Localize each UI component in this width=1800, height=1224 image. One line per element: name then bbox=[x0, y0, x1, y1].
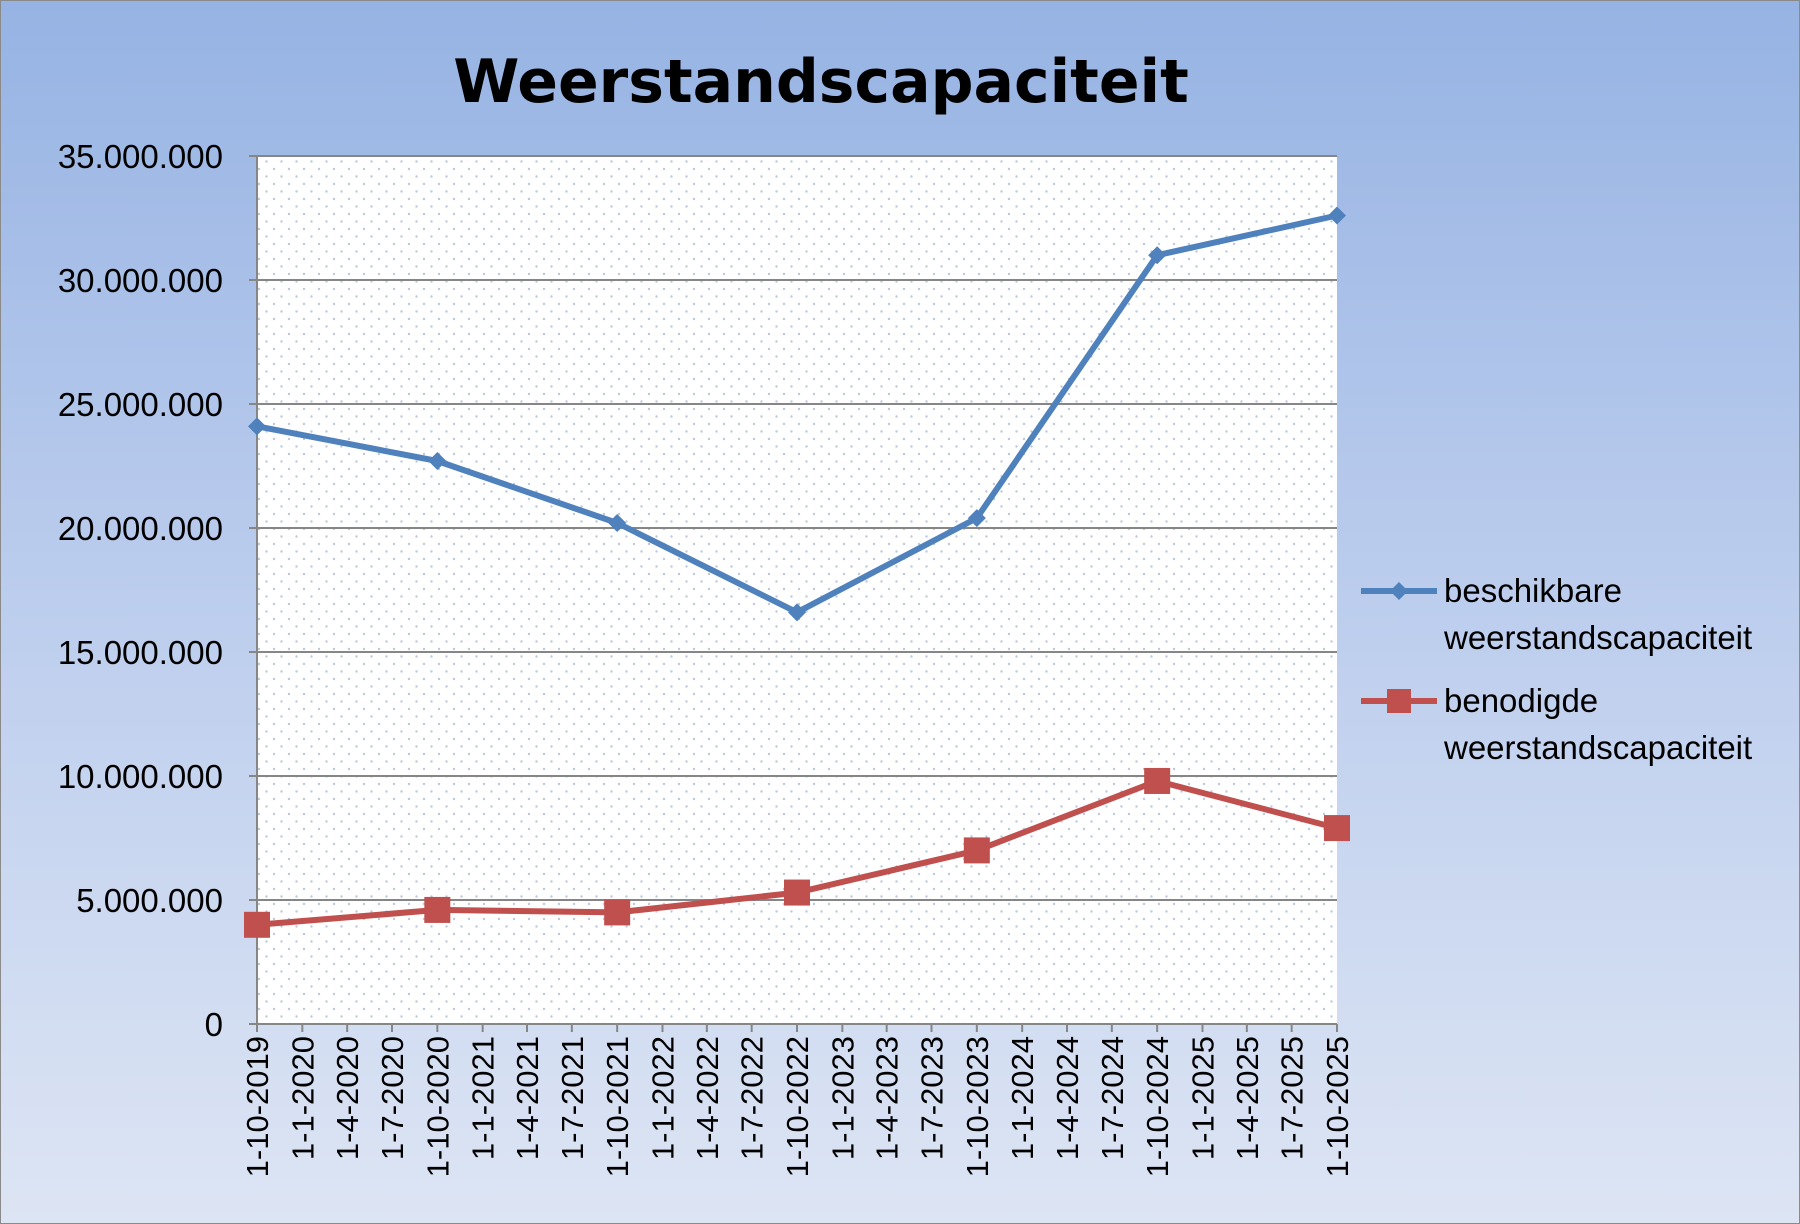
legend-marker-diamond bbox=[1390, 582, 1408, 600]
series bbox=[244, 206, 1350, 938]
data-point-diamond bbox=[1148, 246, 1167, 265]
y-tick-label: 25.000.000 bbox=[58, 386, 223, 423]
plot-area bbox=[257, 156, 1337, 1024]
data-point-square bbox=[963, 837, 990, 864]
data-point-square bbox=[244, 911, 270, 938]
x-tick-label: 1-4-2022 bbox=[690, 1036, 725, 1160]
x-tick-label: 1-7-2024 bbox=[1095, 1036, 1130, 1160]
data-point-diamond bbox=[248, 417, 266, 436]
data-point-diamond bbox=[608, 514, 627, 533]
data-point-square bbox=[1324, 815, 1350, 842]
legend-marker-square bbox=[1387, 689, 1411, 713]
y-tick-label: 5.000.000 bbox=[76, 882, 223, 919]
x-tick-label: 1-4-2023 bbox=[870, 1036, 905, 1160]
x-tick-label: 1-1-2025 bbox=[1185, 1036, 1220, 1160]
chart-title: Weerstandscapaciteit bbox=[453, 47, 1189, 117]
y-tick-label: 30.000.000 bbox=[58, 262, 223, 299]
legend-label: benodigde bbox=[1444, 682, 1598, 719]
x-tick-label: 1-10-2020 bbox=[420, 1036, 455, 1177]
x-tick-label: 1-1-2024 bbox=[1005, 1036, 1040, 1160]
y-tick-label: 10.000.000 bbox=[58, 758, 223, 795]
x-tick-label: 1-4-2020 bbox=[330, 1036, 365, 1160]
data-point-diamond bbox=[1328, 206, 1346, 225]
axes bbox=[249, 155, 1338, 1032]
series-diamond bbox=[248, 206, 1346, 622]
data-point-square bbox=[604, 899, 631, 926]
x-tick-label: 1-1-2022 bbox=[645, 1036, 680, 1160]
series-square bbox=[244, 767, 1350, 938]
data-point-diamond bbox=[967, 509, 986, 528]
x-tick-label: 1-7-2021 bbox=[555, 1036, 590, 1160]
x-tick-label: 1-7-2020 bbox=[375, 1036, 410, 1160]
y-tick-label: 0 bbox=[205, 1006, 223, 1043]
x-tick-label: 1-10-2021 bbox=[600, 1036, 635, 1177]
data-point-square bbox=[424, 896, 451, 923]
plot-dot-pattern bbox=[257, 156, 1337, 1024]
x-tick-label: 1-10-2019 bbox=[240, 1036, 275, 1177]
legend-item: beschikbare weerstandscapaciteit bbox=[1361, 572, 1752, 656]
x-tick-label: 1-1-2023 bbox=[825, 1036, 860, 1160]
x-tick-label: 1-1-2020 bbox=[285, 1036, 320, 1160]
x-tick-label: 1-4-2024 bbox=[1050, 1036, 1085, 1160]
y-tick-label: 20.000.000 bbox=[58, 510, 223, 547]
x-tick-label: 1-10-2022 bbox=[780, 1036, 815, 1177]
x-tick-label: 1-7-2025 bbox=[1275, 1036, 1310, 1160]
legend-label: weerstandscapaciteit bbox=[1443, 729, 1752, 766]
legend: beschikbareweerstandscapaciteitbenodigde… bbox=[1361, 572, 1752, 766]
x-tick-label: 1-7-2023 bbox=[915, 1036, 950, 1160]
x-tick-label: 1-4-2021 bbox=[510, 1036, 545, 1160]
y-tick-label: 15.000.000 bbox=[58, 634, 223, 671]
x-tick-label: 1-10-2024 bbox=[1140, 1036, 1175, 1177]
x-tick-label: 1-10-2023 bbox=[960, 1036, 995, 1177]
data-point-diamond bbox=[428, 452, 447, 471]
y-axis-tick-labels: 0 5.000.000 10.000.000 15.000.000 20.000.000… bbox=[58, 138, 223, 1043]
x-tick-label: 1-7-2022 bbox=[735, 1036, 770, 1160]
x-tick-label: 1-4-2025 bbox=[1230, 1036, 1265, 1160]
legend-label: beschikbare bbox=[1444, 572, 1622, 609]
data-point-square bbox=[784, 879, 810, 906]
y-tick-label: 35.000.000 bbox=[58, 138, 223, 175]
data-point-square bbox=[1144, 767, 1171, 794]
x-tick-label: 1-1-2021 bbox=[466, 1036, 501, 1160]
legend-label: weerstandscapaciteit bbox=[1443, 619, 1752, 656]
data-point-diamond bbox=[788, 603, 806, 622]
legend-item: benodigde weerstandscapaciteit bbox=[1361, 682, 1752, 766]
x-tick-label: 1-10-2025 bbox=[1320, 1036, 1355, 1177]
x-axis-tick-labels: 1-10-2019 1-1-2020 1-4-2020 1-7-2020 1-10-20… bbox=[240, 1036, 1355, 1177]
